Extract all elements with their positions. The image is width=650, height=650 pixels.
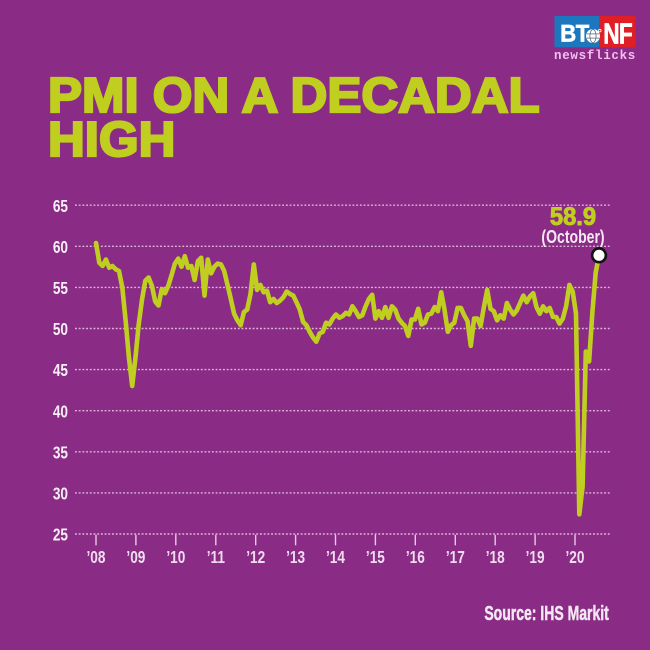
svg-text:30: 30 (53, 485, 68, 504)
svg-text:’11: ’11 (207, 549, 225, 568)
svg-text:NF: NF (603, 17, 632, 50)
svg-text:’20: ’20 (566, 549, 585, 568)
svg-text:’17: ’17 (446, 549, 465, 568)
svg-text:’14: ’14 (326, 549, 345, 568)
svg-text:25: 25 (53, 526, 68, 545)
svg-text:50: 50 (53, 321, 68, 340)
svg-text:’16: ’16 (406, 549, 425, 568)
svg-text:45: 45 (53, 362, 68, 381)
svg-text:35: 35 (53, 444, 68, 463)
svg-text:40: 40 (53, 403, 68, 422)
svg-text:BT: BT (560, 19, 589, 46)
svg-text:55: 55 (53, 280, 68, 299)
svg-text:’10: ’10 (166, 549, 185, 568)
svg-text:’19: ’19 (526, 549, 545, 568)
svg-text:’09: ’09 (126, 549, 145, 568)
svg-text:’12: ’12 (246, 549, 265, 568)
svg-text:’08: ’08 (87, 549, 106, 568)
svg-text:’13: ’13 (286, 549, 305, 568)
svg-text:65: 65 (53, 197, 68, 216)
svg-text:’18: ’18 (486, 549, 505, 568)
svg-text:60: 60 (53, 238, 68, 257)
svg-text:’15: ’15 (366, 549, 385, 568)
